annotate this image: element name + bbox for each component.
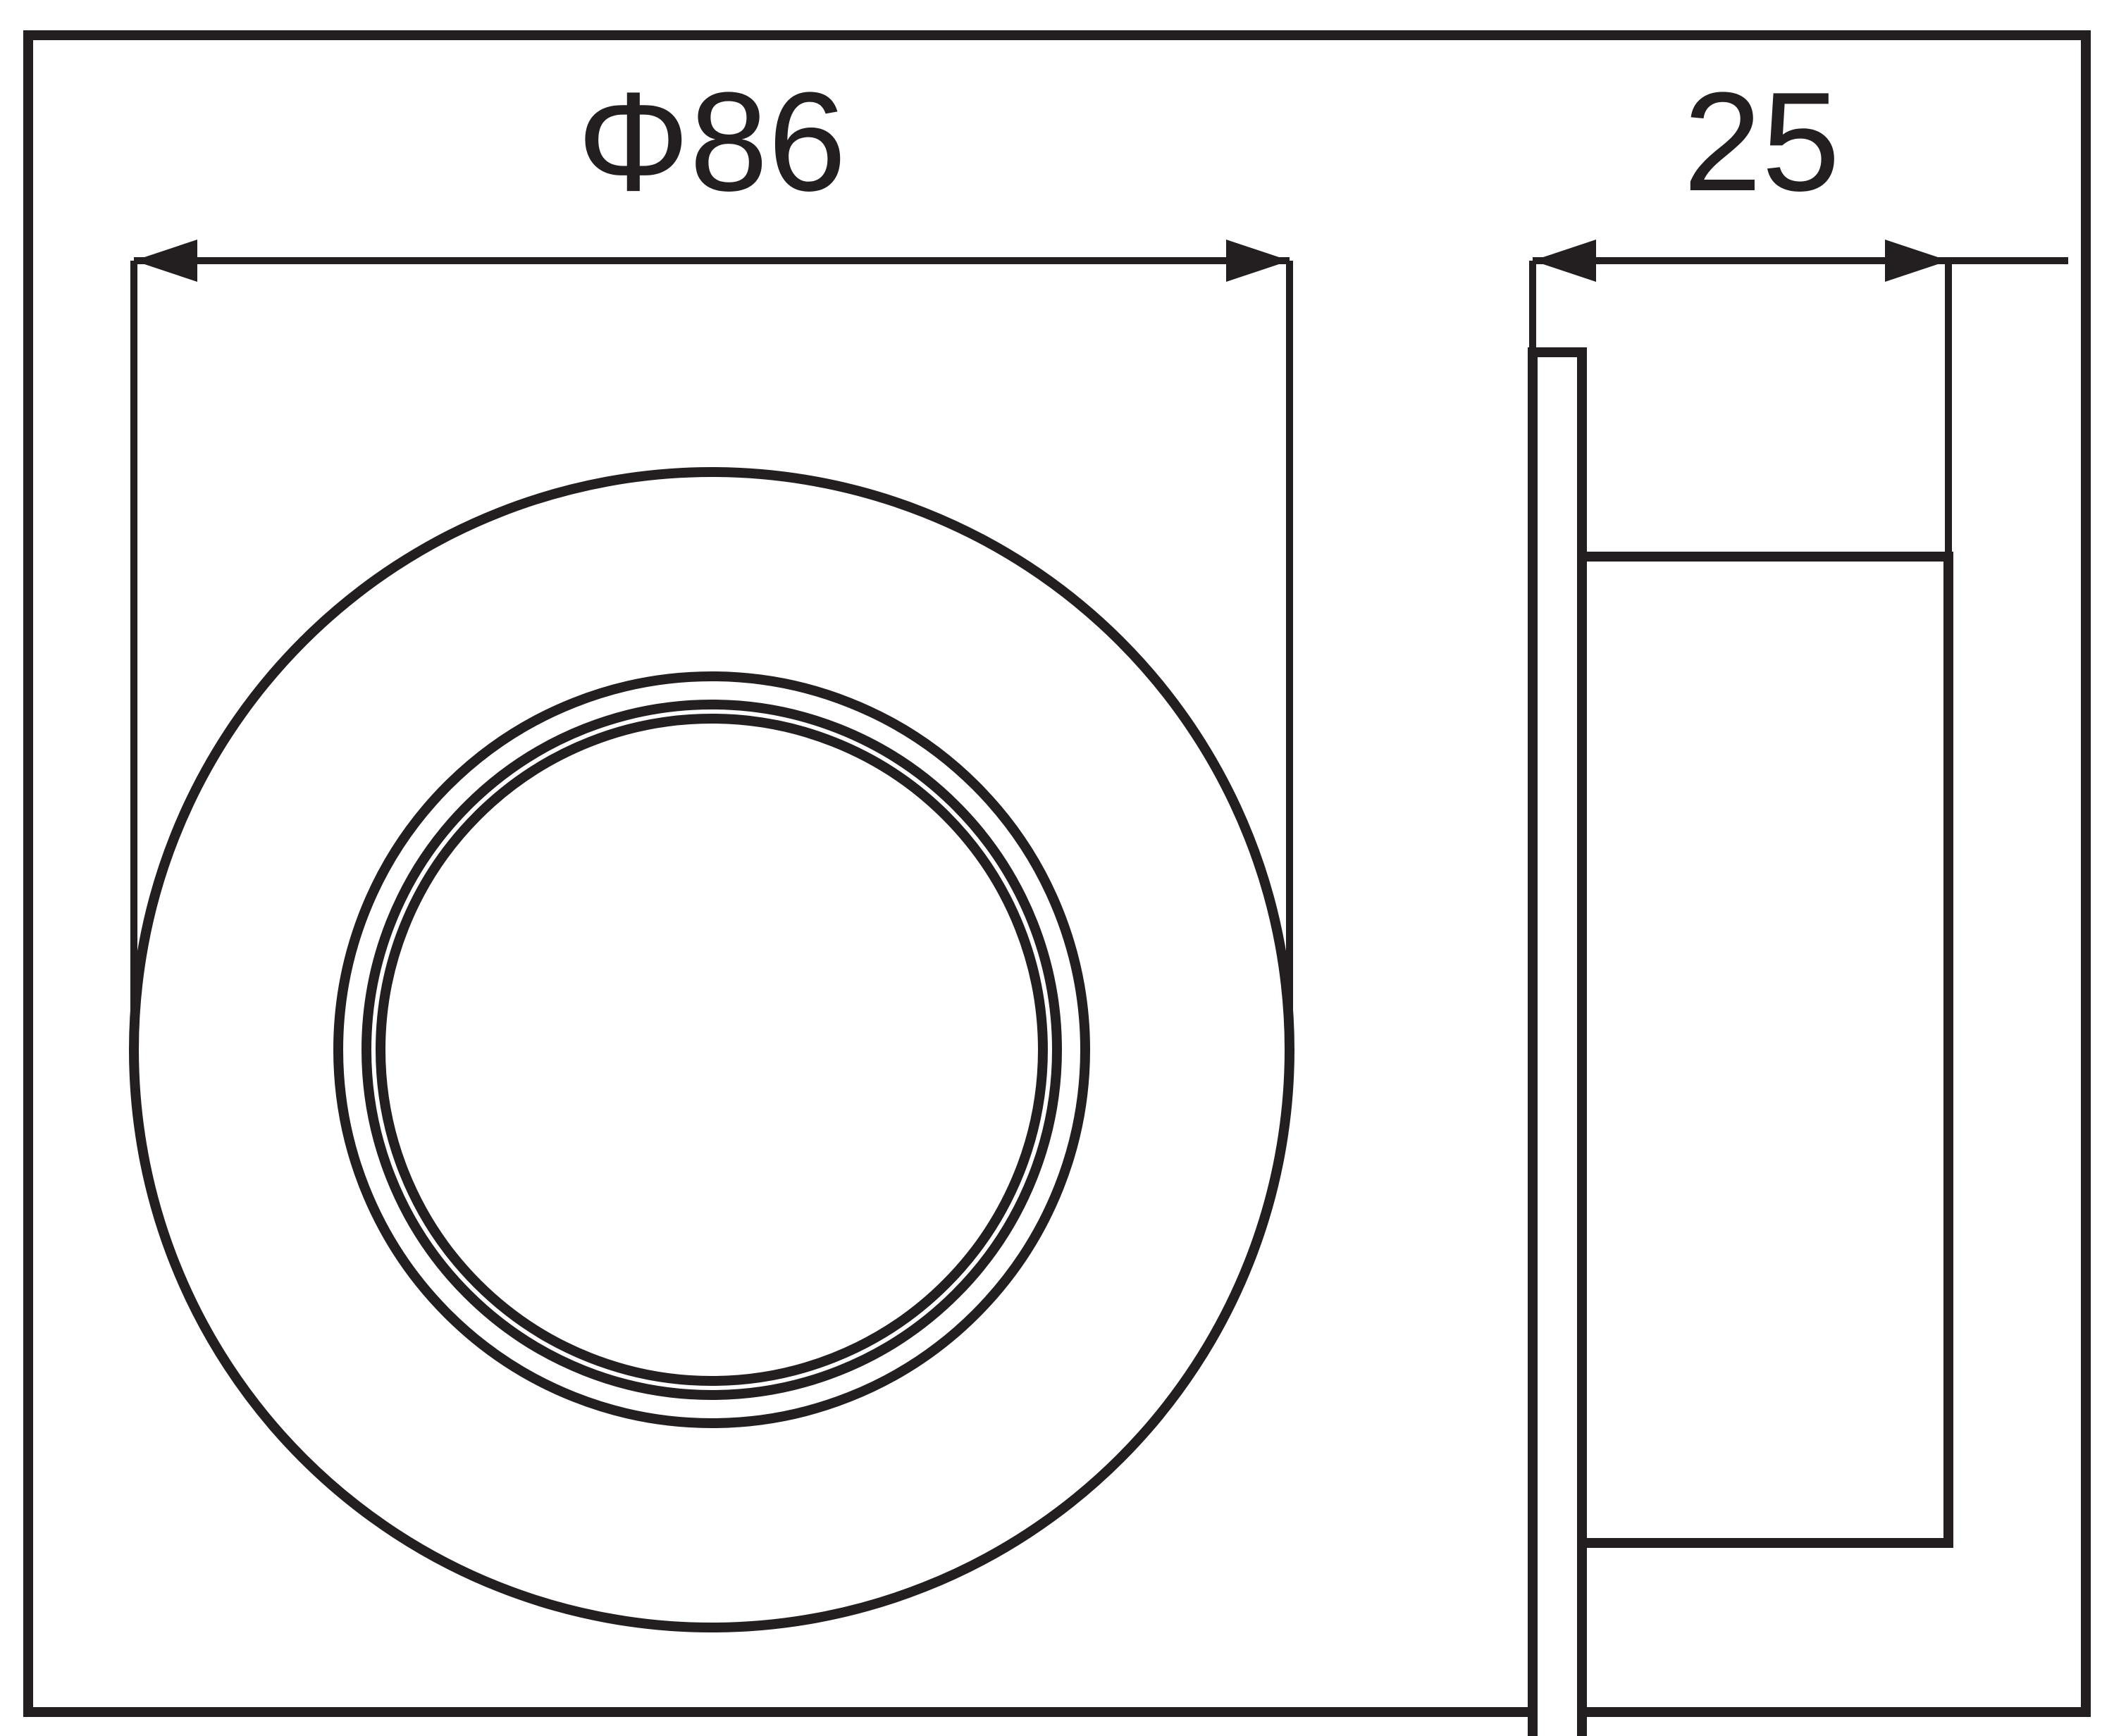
side-view-flange	[1533, 352, 1582, 1736]
dim-diameter-label: Φ86	[577, 63, 846, 221]
side-view-body	[1582, 557, 1948, 1543]
dim-depth-label: 25	[1683, 63, 1840, 221]
